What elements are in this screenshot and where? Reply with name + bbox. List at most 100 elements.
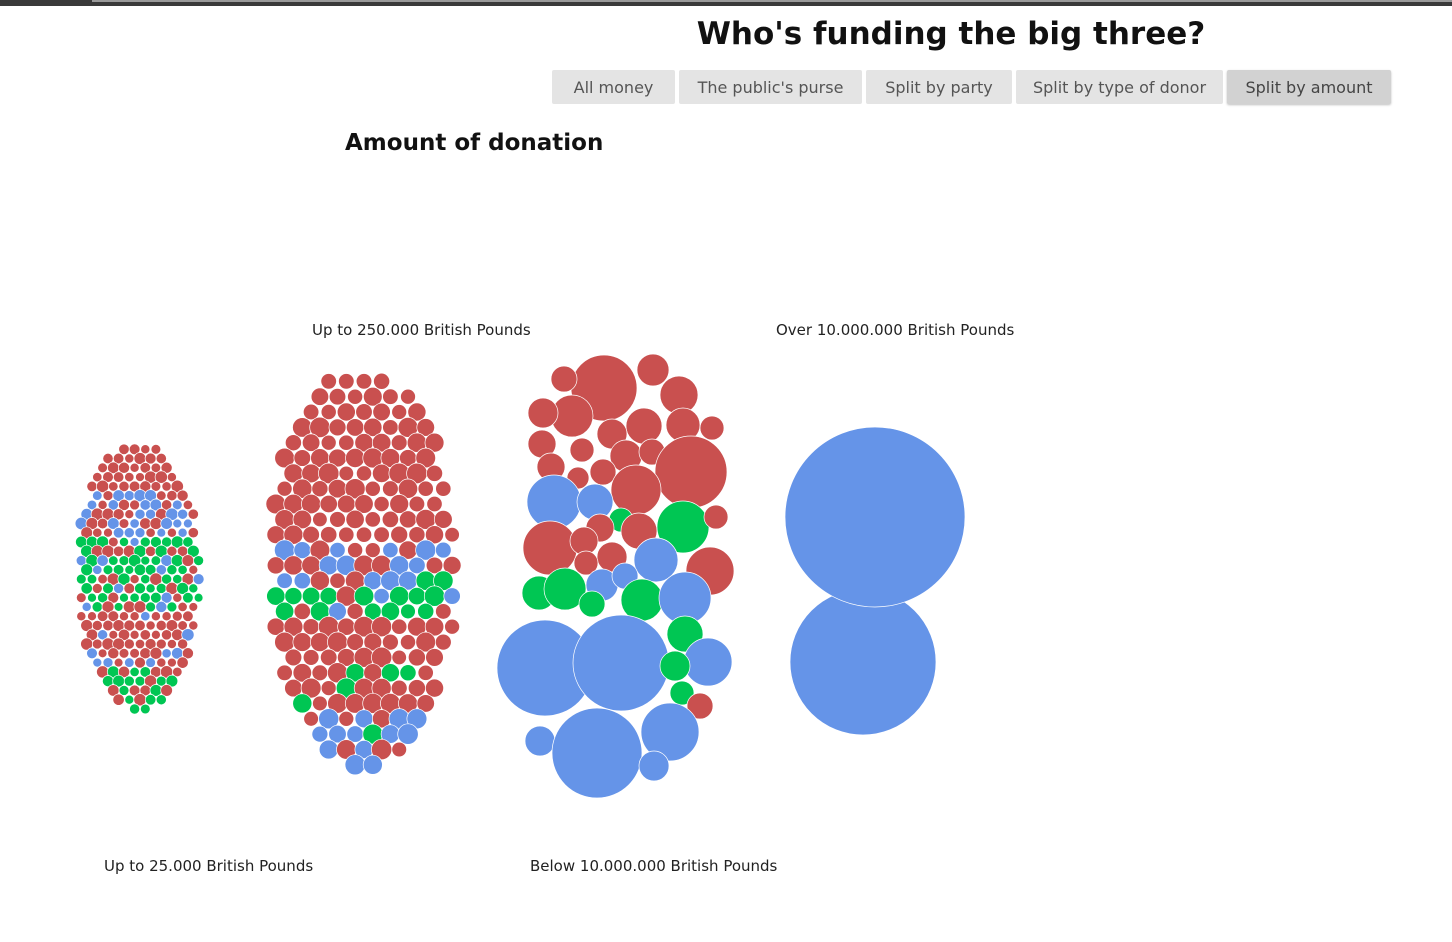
bubble-up-to-25k [182, 592, 194, 604]
bubble-up-to-25k [140, 574, 151, 585]
bubble-up-to-25k [172, 666, 183, 678]
split-by-donor-type-button[interactable]: Split by type of donor [1016, 70, 1223, 104]
bubble-up-to-25k [129, 537, 140, 547]
bubble-up-to-25k [118, 518, 130, 529]
bubble-up-to-250k [320, 373, 337, 390]
bubble-below-10m [654, 435, 728, 509]
bubble-up-to-25k [134, 638, 146, 650]
bubble-up-to-250k [364, 511, 381, 528]
bubble-over-10m [784, 426, 966, 608]
bubble-below-10m [578, 590, 606, 618]
bubble-up-to-25k [166, 564, 178, 576]
bubble-up-to-250k [345, 509, 365, 529]
bubble-up-to-250k [284, 648, 303, 667]
bubble-up-to-25k [124, 564, 135, 575]
bubble-up-to-25k [119, 537, 129, 547]
bubble-up-to-250k [284, 587, 303, 606]
bubble-up-to-25k [103, 527, 113, 538]
bubble-up-to-250k [407, 587, 426, 606]
bubble-up-to-250k [292, 663, 312, 683]
bubble-up-to-250k [329, 511, 346, 528]
bubble-up-to-250k [312, 511, 328, 528]
bubble-up-to-250k [320, 404, 337, 420]
bubble-up-to-25k [122, 600, 136, 614]
bubble-up-to-25k [149, 517, 163, 530]
bubble-up-to-250k [391, 618, 408, 635]
bubble-below-10m [572, 614, 670, 712]
bubble-up-to-25k [177, 638, 189, 650]
bubble-up-to-250k [311, 480, 329, 498]
bubble-up-to-25k [117, 628, 131, 641]
split-by-party-button[interactable]: Split by party [866, 70, 1012, 104]
bubble-up-to-25k [113, 582, 125, 594]
bubble-below-10m [620, 578, 664, 622]
bubble-up-to-250k [391, 741, 407, 758]
bubble-up-to-25k [155, 638, 167, 650]
bubble-up-to-25k [76, 611, 87, 622]
bubble-up-to-250k [312, 695, 328, 712]
bubble-up-to-25k [128, 443, 141, 456]
split-by-amount-button[interactable]: Split by amount [1227, 70, 1391, 104]
bubble-up-to-25k [188, 583, 199, 594]
bubble-below-10m [636, 353, 670, 387]
bubble-up-to-250k [302, 525, 320, 544]
bubble-up-to-250k [390, 679, 408, 697]
bubble-up-to-250k [444, 527, 460, 543]
bubble-up-to-25k [181, 647, 194, 660]
bubble-up-to-250k [293, 602, 311, 620]
bubble-up-to-250k [292, 509, 312, 530]
bubble-up-to-25k [92, 657, 103, 668]
bubble-up-to-25k [166, 490, 178, 502]
bubble-up-to-25k [102, 619, 114, 632]
bubble-below-10m [669, 680, 695, 706]
bubble-up-to-25k [80, 582, 93, 595]
bubble-below-10m [703, 504, 729, 530]
bubble-up-to-250k [382, 388, 399, 405]
bubble-up-to-250k [338, 373, 355, 390]
bubble-up-to-25k [186, 544, 200, 558]
bubble-up-to-25k [145, 601, 156, 613]
bubble-up-to-25k [129, 703, 141, 715]
bubble-up-to-250k [371, 433, 392, 453]
bubble-below-10m [610, 464, 662, 516]
bubble-up-to-25k [140, 444, 151, 455]
bubble-up-to-25k [96, 554, 109, 567]
bubble-up-to-25k [155, 694, 167, 706]
bubble-up-to-25k [97, 499, 108, 510]
bubble-up-to-25k [102, 657, 114, 668]
bubble-up-to-25k [135, 472, 145, 482]
bubble-up-to-250k [397, 723, 419, 745]
bubble-up-to-250k [399, 510, 417, 529]
bubble-up-to-25k [123, 582, 136, 595]
bubble-up-to-250k [424, 617, 445, 637]
bubble-up-to-250k [425, 678, 444, 698]
bubble-up-to-250k [408, 556, 426, 575]
bubble-up-to-250k [400, 388, 416, 405]
bubble-up-to-25k [108, 630, 119, 640]
bubble-up-to-25k [150, 481, 162, 492]
bubble-up-to-250k [302, 618, 320, 636]
bubble-up-to-250k [417, 602, 435, 620]
all-money-button[interactable]: All money [552, 70, 675, 104]
bubble-up-to-250k [344, 754, 366, 776]
public-purse-button[interactable]: The public's purse [679, 70, 862, 104]
bubble-up-to-25k [193, 592, 204, 603]
bubble-up-to-25k [97, 629, 109, 641]
bubble-below-10m [522, 520, 578, 576]
bubble-up-to-25k [145, 620, 156, 631]
bubble-up-to-250k [389, 494, 410, 514]
bubble-up-to-250k [320, 526, 338, 544]
top-border-accent [92, 0, 1452, 2]
bubble-up-to-250k [407, 402, 427, 422]
bubble-up-to-250k [382, 633, 399, 651]
bubble-up-to-25k [134, 527, 146, 539]
bubble-up-to-250k [328, 602, 347, 621]
bubble-up-to-250k [318, 739, 339, 760]
bubble-up-to-250k [346, 603, 364, 620]
bubble-below-10m [543, 567, 587, 611]
bubble-up-to-25k [129, 611, 140, 622]
bubble-up-to-25k [102, 490, 114, 501]
bubble-up-to-250k [399, 664, 417, 682]
bubble-up-to-25k [118, 648, 130, 659]
bubble-up-to-25k [92, 527, 103, 538]
